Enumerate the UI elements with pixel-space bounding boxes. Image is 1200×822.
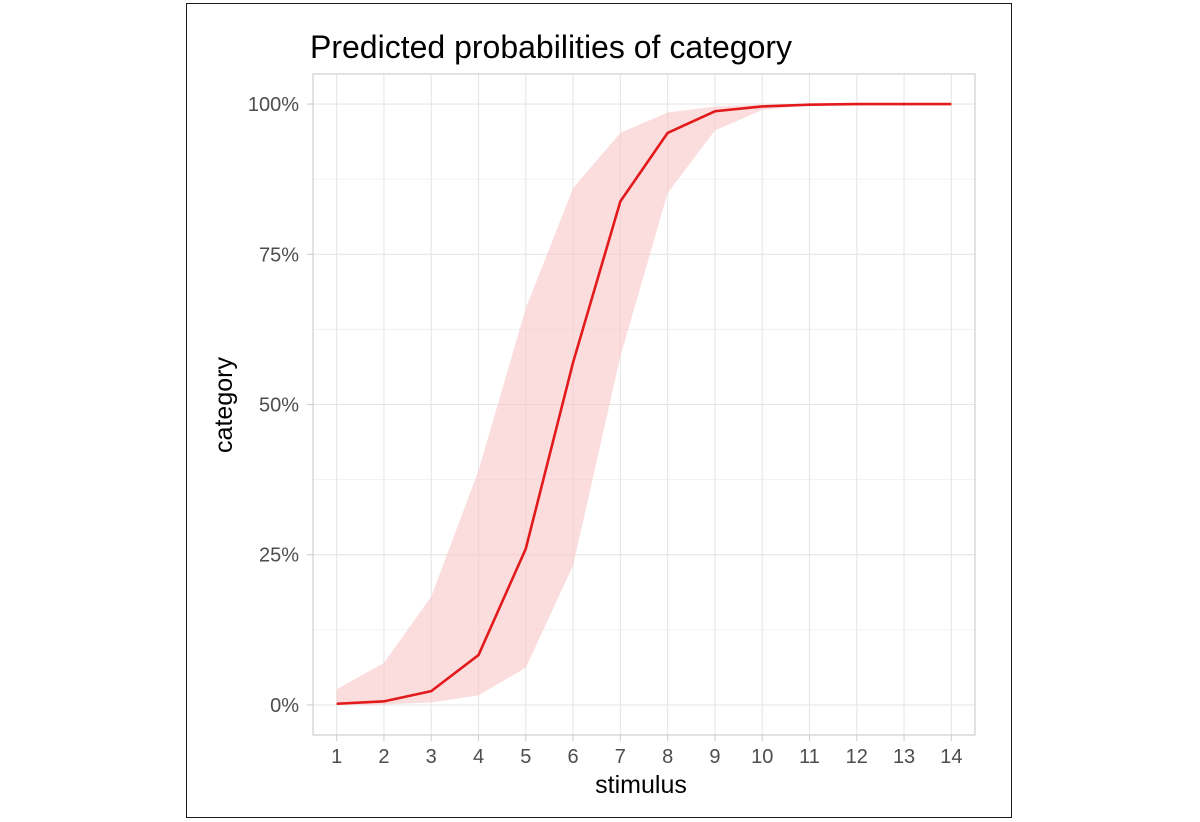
y-tick-label: 50% <box>259 395 299 417</box>
y-tick-label: 100% <box>248 94 299 116</box>
x-tick-label: 10 <box>751 746 773 768</box>
confidence-band-layer <box>336 104 952 705</box>
y-axis-title: category <box>210 357 238 453</box>
x-axis-title: stimulus <box>595 771 687 799</box>
x-tick-label: 11 <box>799 746 820 768</box>
chart-title: Predicted probabilities of category <box>310 29 792 65</box>
prediction-line-layer <box>336 102 952 706</box>
x-tick-label: 9 <box>709 746 720 768</box>
y-tick-label: 0% <box>270 695 299 717</box>
prediction-line <box>336 102 952 706</box>
grid-lines <box>313 74 975 735</box>
y-axis-ticks: 0% 25% 50% 75% 100% <box>248 94 313 717</box>
x-tick-label: 2 <box>378 746 389 768</box>
x-tick-label: 4 <box>473 746 484 768</box>
x-tick-label: 6 <box>568 746 579 768</box>
y-tick-label: 75% <box>259 244 299 266</box>
x-axis-ticks: 1 2 3 4 5 6 7 8 9 10 11 12 13 14 <box>331 735 962 768</box>
x-tick-label: 13 <box>893 746 915 768</box>
x-tick-label: 5 <box>520 746 531 768</box>
x-tick-label: 14 <box>940 746 962 768</box>
confidence-band <box>336 104 952 705</box>
x-tick-label: 3 <box>426 746 437 768</box>
x-tick-label: 8 <box>662 746 673 768</box>
x-tick-label: 1 <box>331 746 342 768</box>
x-tick-label: 12 <box>846 746 868 768</box>
x-tick-label: 7 <box>615 746 626 768</box>
y-tick-label: 25% <box>259 545 299 567</box>
